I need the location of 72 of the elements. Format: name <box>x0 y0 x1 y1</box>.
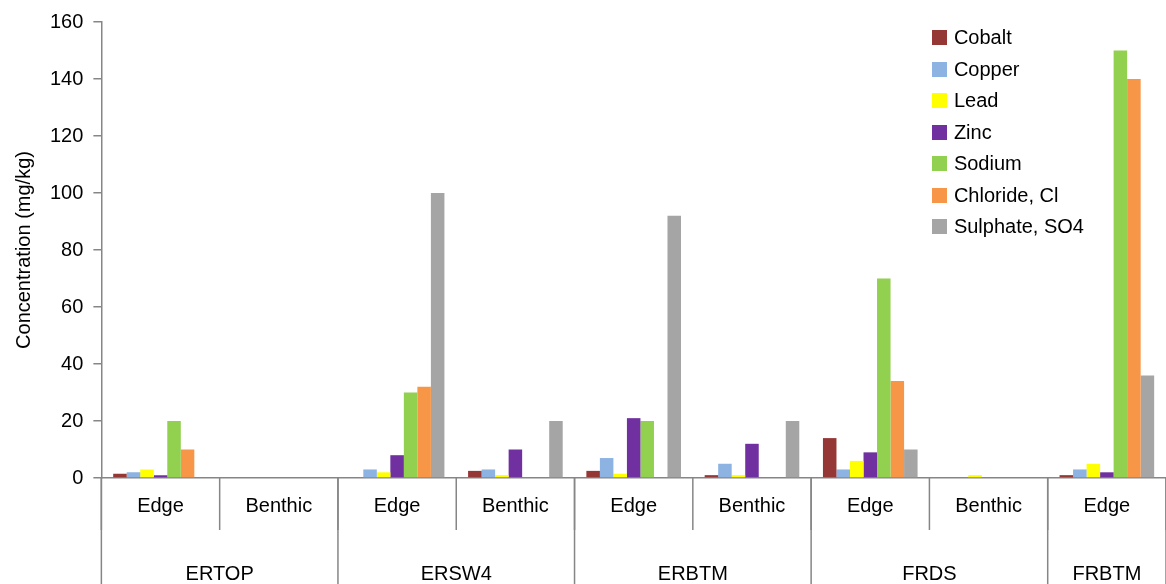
bar <box>390 455 404 478</box>
text: ERBTM <box>657 561 728 584</box>
x-tick-label: Edge <box>137 493 184 516</box>
y-tick-label: 140 <box>49 66 84 89</box>
y-tick-label: 160 <box>49 9 84 32</box>
bar <box>481 469 496 478</box>
bar <box>745 443 759 478</box>
bar <box>549 421 563 478</box>
bar <box>785 421 800 478</box>
bar <box>1086 463 1101 478</box>
bar <box>167 421 181 478</box>
bar <box>904 449 918 478</box>
bar <box>968 475 982 478</box>
bar <box>667 215 681 478</box>
x-tick-label: Benthic <box>482 493 549 516</box>
bar <box>863 452 878 478</box>
bar <box>586 470 600 478</box>
y-tick-label: 60 <box>61 294 84 317</box>
bar <box>718 463 732 478</box>
bar <box>1113 50 1128 478</box>
bar <box>140 469 154 478</box>
bar <box>877 278 891 478</box>
bar <box>363 469 377 478</box>
bar <box>153 475 168 478</box>
legend-label: Cobalt <box>953 25 1012 50</box>
legend-label: Sodium <box>953 151 1022 176</box>
bar <box>640 421 654 478</box>
bar <box>704 475 719 478</box>
bar <box>508 449 523 478</box>
legend-label: Chloride, Cl <box>953 182 1059 208</box>
legend-label: Sulphate, SO4 <box>953 214 1084 239</box>
text: FRDS <box>902 561 957 584</box>
y-tick-label: 0 <box>72 465 84 488</box>
bar <box>417 386 431 478</box>
bar <box>1100 472 1114 478</box>
text: FRBTM <box>1072 561 1142 584</box>
bar <box>836 469 850 478</box>
bar <box>1073 469 1087 478</box>
bar <box>599 458 614 478</box>
bar <box>376 472 391 478</box>
bar <box>890 381 905 478</box>
x-tick-label: Edge <box>373 493 421 516</box>
bar <box>1127 79 1141 478</box>
legend-label: Zinc <box>953 119 992 145</box>
bar <box>1140 375 1155 478</box>
bar <box>731 475 746 478</box>
y-axis-title: Concentration (mg/kg) <box>11 151 34 349</box>
bar <box>468 470 482 478</box>
bar <box>626 418 641 478</box>
x-tick-label: Edge <box>1083 493 1131 516</box>
legend-label: Lead <box>953 88 999 113</box>
bar <box>495 475 509 478</box>
x-tick-label: Benthic <box>245 493 313 516</box>
x-tick-label: Benthic <box>718 493 786 516</box>
y-tick-label: 100 <box>49 180 84 203</box>
y-tick-label: 120 <box>49 123 84 146</box>
y-tick-label: 40 <box>61 351 84 374</box>
bar <box>430 193 445 478</box>
bar <box>822 438 837 478</box>
text: ERTOP <box>185 561 254 584</box>
x-tick-label: Benthic <box>955 493 1022 516</box>
bar <box>1059 475 1074 478</box>
x-tick-label: Edge <box>846 493 894 516</box>
y-tick-label: 80 <box>61 237 84 260</box>
bar <box>126 472 141 478</box>
bar <box>180 449 195 478</box>
y-tick-label: 20 <box>61 408 84 431</box>
x-tick-label: Edge <box>610 493 658 516</box>
legend-label: Copper <box>953 56 1020 82</box>
bar <box>849 460 864 478</box>
bar <box>403 392 418 478</box>
text: ERSW4 <box>420 561 492 584</box>
